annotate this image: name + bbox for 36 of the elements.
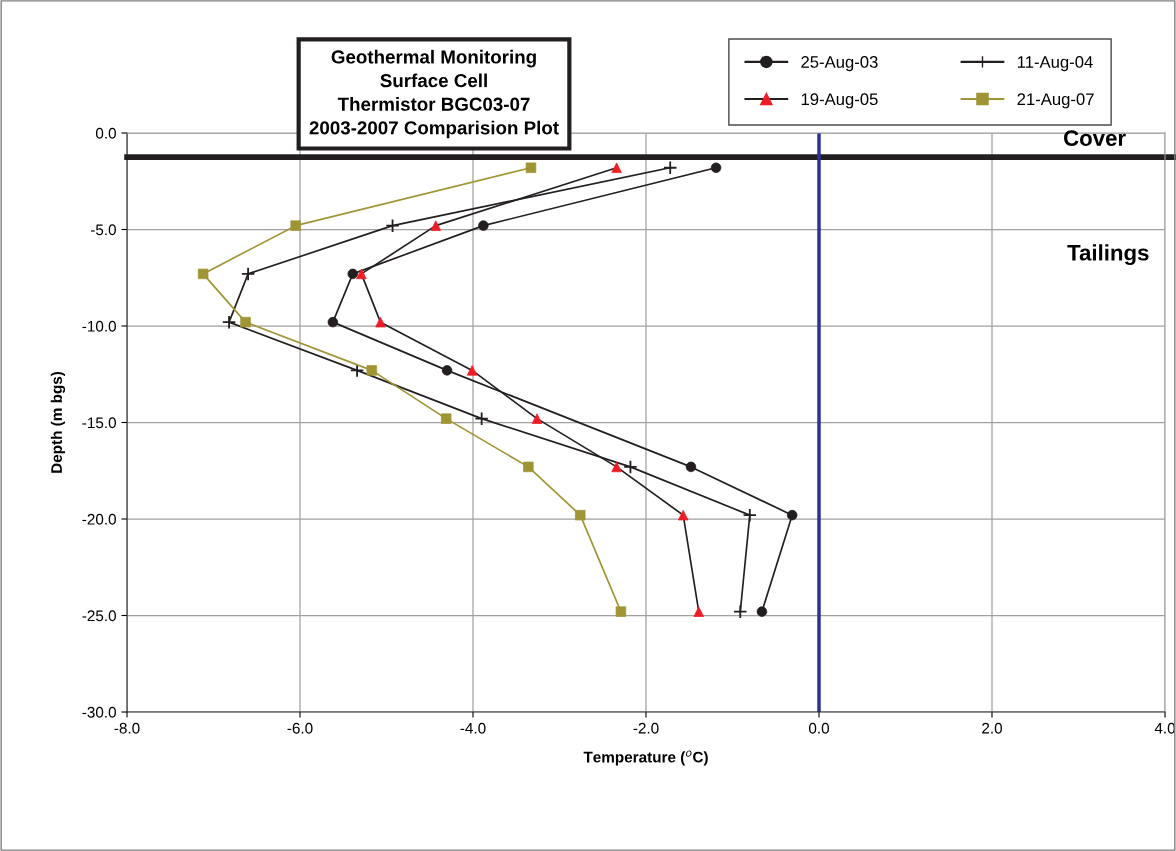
annotation: Tailings [1067,244,1149,266]
y-tick-label: -5.0 [90,224,116,236]
ref-line-label: Cover [1064,130,1126,146]
point [440,413,452,424]
point [623,459,638,475]
point [525,162,537,173]
x-tick-label: -8.0 [114,722,140,734]
point [575,509,586,521]
y-tick-label: -10.0 [82,320,116,332]
y-tick-label: -25.0 [82,610,116,622]
y-axis-title: Depth (m bgs) [50,371,66,473]
point [663,160,678,175]
point [240,266,256,282]
y-tick-label: -15.0 [82,417,116,429]
y-tick-label: -30.0 [82,706,116,718]
y-tick-label: -20.0 [82,513,116,525]
point [221,314,237,330]
point [474,411,489,426]
legend-label: 19-Aug-05 [801,93,878,109]
legend-label: 11-Aug-04 [1017,56,1093,72]
x-tick-label: -4.0 [460,722,486,734]
point [349,363,365,378]
x-tick-label: 0.0 [808,722,830,734]
legend-label: 25-Aug-03 [801,56,878,72]
legend-label: 21-Aug-07 [1017,93,1094,109]
point [197,268,209,280]
point [385,218,400,233]
x-tick-label: -6.0 [287,722,313,734]
x-axis-title: Temperature ($^{o}$C) [583,750,708,766]
y-tick-label: 0.0 [95,127,116,139]
point [733,604,748,619]
x-tick-label: 4.0 [1154,722,1176,734]
point [742,507,757,523]
x-tick-label: -2.0 [633,722,659,734]
chart-title: Geothermal Monitoring Surface Cell Thermistor BGC03-07 2003-2007 Comparision Plot [309,49,559,139]
x-tick-label: 2.0 [982,722,1003,734]
